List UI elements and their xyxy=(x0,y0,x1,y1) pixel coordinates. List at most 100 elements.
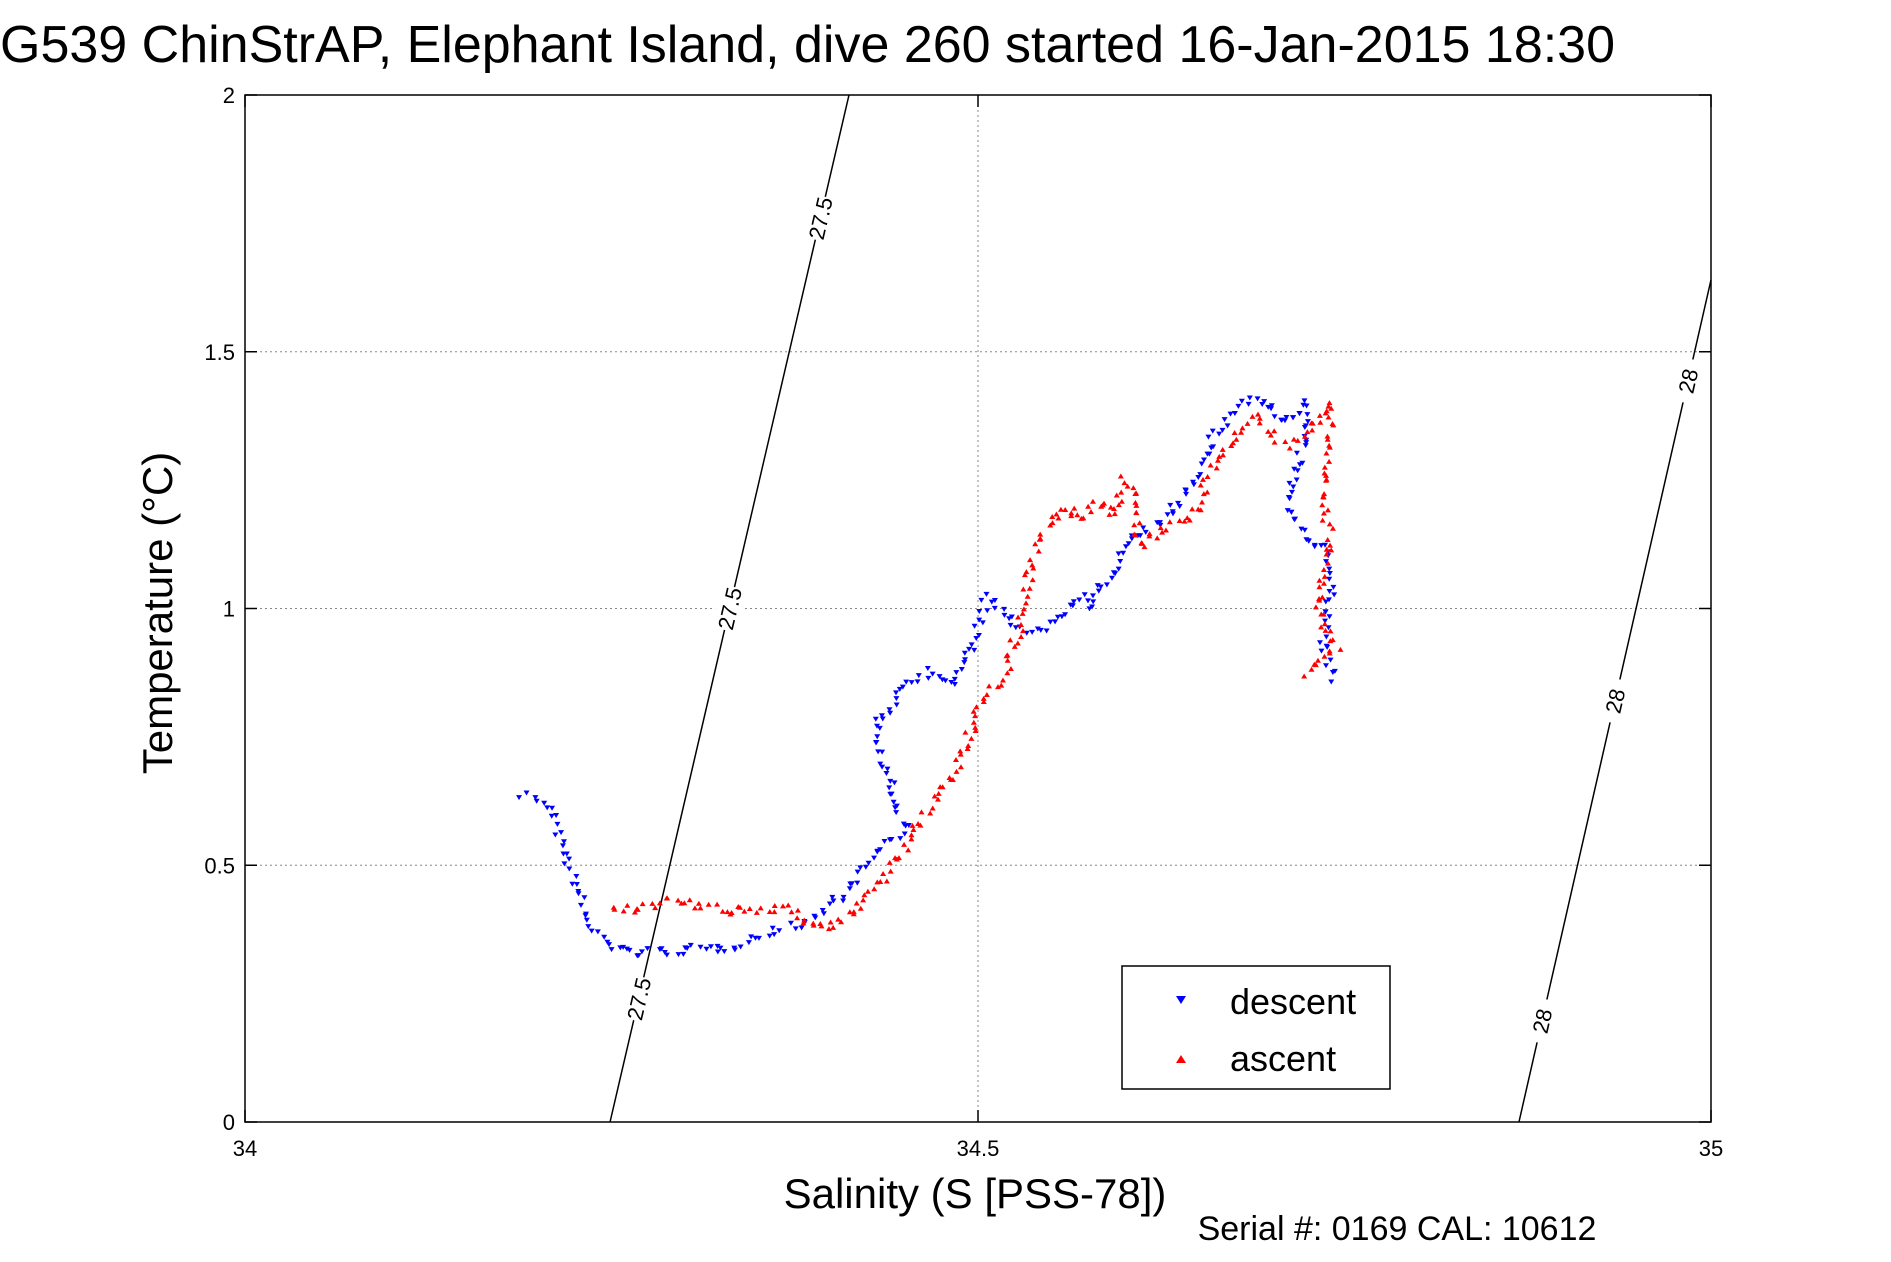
descent-point xyxy=(1323,643,1330,649)
descent-point xyxy=(1047,619,1054,625)
descent-point xyxy=(680,951,687,957)
descent-point xyxy=(1325,625,1332,631)
ascent-point xyxy=(1176,517,1183,523)
descent-point xyxy=(915,673,922,679)
ascent-point xyxy=(1053,511,1060,517)
descent-point xyxy=(862,864,869,870)
ascent-point xyxy=(965,742,972,748)
descent-point xyxy=(1224,423,1231,429)
descent-point xyxy=(983,591,990,597)
descent-point xyxy=(1076,597,1083,603)
descent-point xyxy=(533,798,540,804)
descent-point xyxy=(1294,468,1301,474)
descent-point xyxy=(971,623,978,629)
descent-point xyxy=(588,928,595,934)
descent-point xyxy=(1112,571,1119,577)
descent-point xyxy=(1316,640,1323,646)
descent-point xyxy=(1012,625,1019,631)
descent-point xyxy=(787,920,794,926)
descent-point xyxy=(1037,627,1044,633)
ascent-point xyxy=(1132,532,1139,538)
descent-point xyxy=(948,679,955,685)
ascent-point xyxy=(1146,531,1153,537)
ascent-point xyxy=(838,919,845,925)
descent-point xyxy=(1210,444,1217,450)
ascent-point xyxy=(1256,415,1263,421)
ascent-point xyxy=(905,847,912,853)
descent-point xyxy=(1326,588,1333,594)
descent-point xyxy=(1167,502,1174,508)
descent-point xyxy=(1291,466,1298,472)
ascent-point xyxy=(1228,443,1235,449)
ascent-point xyxy=(1316,597,1323,603)
descent-point xyxy=(1302,443,1309,449)
descent-point xyxy=(1235,403,1242,409)
ascent-point xyxy=(962,729,969,735)
descent-point xyxy=(1094,583,1101,589)
ascent-point xyxy=(886,859,893,865)
descent-point xyxy=(887,791,894,797)
ascent-point xyxy=(766,909,773,915)
descent-point xyxy=(755,935,762,941)
descent-point xyxy=(840,894,847,900)
ascent-point xyxy=(697,905,704,911)
descent-point xyxy=(961,660,968,666)
descent-point xyxy=(1097,584,1104,590)
descent-point xyxy=(569,881,576,887)
ascent-point xyxy=(818,923,825,929)
isopycnal-label: 27.5 xyxy=(713,585,747,632)
ascent-point xyxy=(1181,518,1188,524)
ascent-point xyxy=(1249,413,1256,419)
ascent-point xyxy=(1007,665,1014,671)
ascent-point xyxy=(1074,512,1081,518)
ascent-point xyxy=(880,870,887,876)
descent-point xyxy=(991,605,998,611)
ascent-point xyxy=(1037,531,1044,537)
descent-point xyxy=(1115,566,1122,572)
ascent-point xyxy=(980,695,987,701)
ascent-point xyxy=(1197,482,1204,488)
descent-point xyxy=(1125,541,1132,547)
ascent-point xyxy=(1166,519,1173,525)
descent-point xyxy=(1117,559,1124,565)
ascent-point xyxy=(1316,577,1323,583)
descent-point xyxy=(1169,509,1176,515)
descent-point xyxy=(523,790,530,796)
descent-point xyxy=(1189,479,1196,485)
legend-box xyxy=(1121,965,1391,1090)
ascent-point xyxy=(972,727,979,733)
descent-point xyxy=(1115,551,1122,557)
ascent-point xyxy=(1321,653,1328,659)
ascent-point xyxy=(986,683,993,689)
ascent-point xyxy=(850,909,857,915)
ascent-point xyxy=(1068,510,1075,516)
ascent-point xyxy=(1214,457,1221,463)
descent-point xyxy=(581,895,588,901)
descent-point xyxy=(714,943,721,949)
descent-point xyxy=(893,810,900,816)
legend-descent-label: descent xyxy=(1230,981,1356,1022)
descent-point xyxy=(1231,411,1238,417)
descent-point xyxy=(1325,597,1332,603)
ascent-point xyxy=(1133,502,1140,508)
descent-point xyxy=(886,785,893,791)
ascent-point xyxy=(1321,621,1328,627)
ascent-point xyxy=(1320,580,1327,586)
ascent-point xyxy=(964,745,971,751)
ascent-point xyxy=(864,888,871,894)
descent-point xyxy=(1070,599,1077,605)
descent-point xyxy=(903,679,910,685)
ascent-point xyxy=(1301,433,1308,439)
ascent-point xyxy=(1329,525,1336,531)
ascent-point xyxy=(1319,594,1326,600)
descent-point xyxy=(991,598,998,604)
ascent-point xyxy=(1323,472,1330,478)
isopycnal-label-bg xyxy=(801,193,839,243)
descent-point xyxy=(585,924,592,930)
descent-point xyxy=(1095,588,1102,594)
descent-point xyxy=(830,898,837,904)
descent-point xyxy=(1303,440,1310,446)
ascent-point xyxy=(1238,429,1245,435)
ascent-point xyxy=(1323,450,1330,456)
ascent-point xyxy=(631,909,638,915)
